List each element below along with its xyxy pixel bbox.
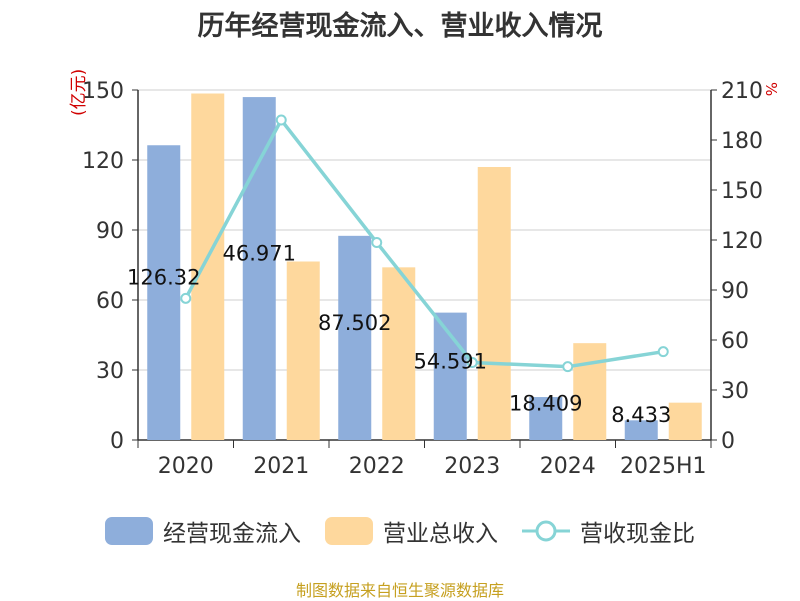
legend-swatch-cash-ratio	[522, 520, 570, 542]
x-tick-label: 2020	[158, 454, 214, 479]
right-tick-label: 150	[721, 179, 763, 204]
left-tick-label: 90	[96, 219, 124, 244]
chart-plot: 0 30 60 90 120 150 0 30 60 90 120 150 180 210 2020 2021…	[82, 79, 763, 479]
legend-swatch-revenue	[325, 517, 373, 545]
data-label-cash-inflow: 46.971	[223, 242, 296, 266]
bar-cash-inflow	[242, 97, 276, 440]
point-cash-ratio	[371, 237, 383, 248]
legend: 经营现金流入 营业总收入 营收现金比	[0, 514, 800, 548]
left-tick-label: 60	[96, 289, 124, 314]
point-cash-ratio	[275, 114, 287, 126]
left-tick-label: 30	[96, 359, 124, 384]
x-tick-label: 2023	[444, 454, 500, 479]
bar-cash-inflow	[529, 397, 563, 440]
bar-cash-inflow	[338, 235, 372, 440]
x-tick-label: 2025H1	[620, 454, 707, 479]
legend-label-revenue: 营业总收入	[383, 521, 498, 547]
bar-cash-inflow	[624, 420, 658, 440]
data-label-cash-inflow: 8.433	[611, 403, 671, 427]
point-cash-ratio	[466, 357, 478, 368]
right-tick-label: 210	[721, 79, 763, 104]
legend-label-cash-ratio: 营收现金比	[580, 521, 695, 547]
bar-revenue	[573, 343, 607, 440]
right-tick-label: 30	[721, 379, 749, 404]
source-note: 制图数据来自恒生聚源数据库	[295, 581, 504, 600]
data-label-cash-inflow: 87.502	[318, 311, 391, 335]
bar-cash-inflow	[433, 312, 467, 440]
legend-item-cash-inflow[interactable]: 经营现金流入	[105, 514, 301, 548]
bar-revenue	[382, 267, 416, 440]
point-cash-ratio	[562, 361, 574, 373]
x-tick-label: 2021	[253, 454, 309, 479]
legend-swatch-cash-inflow	[105, 517, 153, 545]
left-tick-label: 0	[110, 429, 124, 454]
bar-revenue	[191, 93, 225, 440]
data-label-cash-inflow: 18.409	[509, 392, 582, 416]
legend-label-cash-inflow: 经营现金流入	[163, 521, 301, 547]
legend-item-cash-ratio[interactable]: 营收现金比	[522, 514, 695, 548]
right-tick-label: 0	[721, 429, 735, 454]
chart-title: 历年经营现金流入、营业收入情况	[197, 11, 603, 42]
left-tick-label: 120	[82, 149, 124, 174]
right-tick-label: 180	[721, 129, 763, 154]
bar-revenue	[477, 167, 511, 440]
data-label-cash-inflow: 54.591	[414, 349, 487, 373]
right-tick-label: 120	[721, 229, 763, 254]
point-cash-ratio	[180, 292, 192, 304]
bar-revenue	[286, 261, 320, 440]
bar-cash-inflow	[147, 145, 181, 440]
data-label-cash-inflow: 126.32	[127, 266, 200, 290]
x-tick-label: 2022	[349, 454, 405, 479]
right-tick-label: 60	[721, 329, 749, 354]
x-tick-label: 2024	[540, 454, 596, 479]
point-cash-ratio	[657, 346, 669, 358]
bar-revenue	[668, 402, 702, 440]
legend-item-revenue[interactable]: 营业总收入	[325, 514, 498, 548]
line-cash-ratio	[184, 116, 664, 369]
left-tick-label: 150	[82, 79, 124, 104]
right-tick-label: 90	[721, 279, 749, 304]
